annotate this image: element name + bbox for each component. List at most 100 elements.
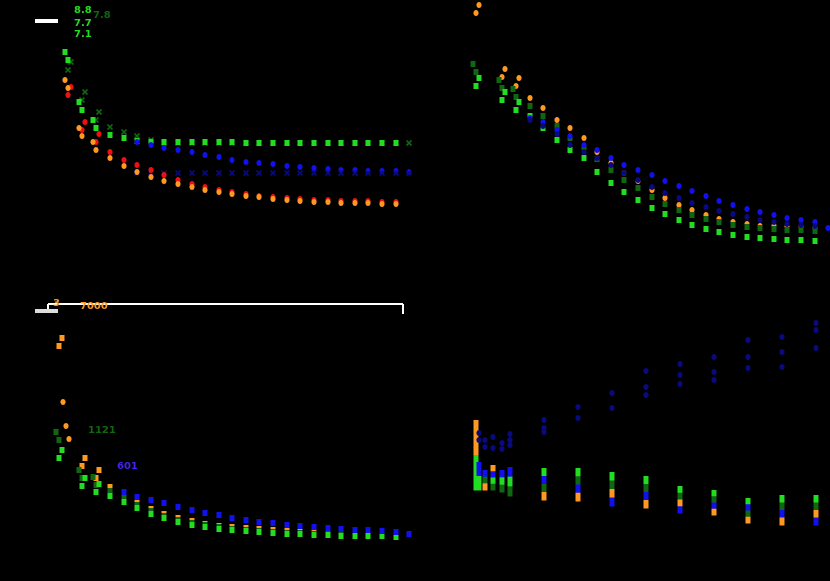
data-point <box>812 223 818 229</box>
data-point <box>575 404 581 410</box>
data-point <box>608 162 614 168</box>
data-point <box>813 345 819 351</box>
data-point <box>284 163 290 169</box>
data-column <box>541 417 547 501</box>
data-point-stack <box>490 483 496 491</box>
data-point <box>269 169 277 177</box>
data-point-stack <box>813 502 819 511</box>
data-point <box>311 199 317 205</box>
data-point <box>490 434 496 440</box>
data-point <box>134 162 140 168</box>
data-point <box>134 494 140 500</box>
data-point <box>554 117 560 123</box>
data-point-stack <box>745 498 751 505</box>
data-point <box>393 140 399 146</box>
data-point <box>703 193 709 199</box>
data-point <box>609 405 615 411</box>
data-point <box>202 524 208 530</box>
value-label: 7000 <box>80 301 108 312</box>
data-point <box>379 201 385 207</box>
data-point <box>202 139 208 145</box>
data-point <box>216 512 222 518</box>
data-point-stack <box>643 476 649 485</box>
data-point <box>513 94 519 100</box>
data-point <box>65 92 71 98</box>
data-point <box>643 368 649 374</box>
data-point <box>554 131 560 137</box>
data-point <box>662 195 668 201</box>
data-point <box>96 481 102 487</box>
data-point <box>567 142 573 148</box>
data-column <box>609 390 615 507</box>
data-point <box>161 500 167 506</box>
data-point <box>643 392 649 398</box>
data-point-stack <box>677 506 683 514</box>
data-point <box>406 531 412 537</box>
data-point-stack <box>541 476 547 485</box>
value-label: 8.8 <box>74 5 92 16</box>
data-point-stack <box>473 455 479 491</box>
data-point <box>325 525 331 531</box>
data-point <box>79 107 85 113</box>
data-point <box>502 89 508 95</box>
data-point-stack <box>476 476 482 491</box>
data-point <box>554 137 560 143</box>
data-point <box>527 95 533 101</box>
data-point <box>352 200 358 206</box>
data-point <box>189 149 195 155</box>
legend-swatch <box>35 19 58 23</box>
data-point <box>567 133 573 139</box>
data-point <box>527 117 533 123</box>
data-point <box>676 195 682 201</box>
data-point-stack <box>490 477 496 485</box>
data-point <box>189 184 195 190</box>
data-point <box>496 77 502 83</box>
data-point <box>256 519 262 525</box>
data-point <box>76 467 82 473</box>
data-column <box>745 337 751 524</box>
data-point <box>311 524 317 530</box>
data-point <box>161 178 167 184</box>
panel-top-right <box>470 2 830 244</box>
data-point <box>643 384 649 390</box>
data-point <box>90 117 96 123</box>
data-point <box>296 169 304 177</box>
value-label: 7.8 <box>93 10 111 21</box>
data-point <box>476 437 482 443</box>
data-point <box>134 505 140 511</box>
data-point <box>256 160 262 166</box>
data-point <box>311 140 317 146</box>
data-point <box>609 390 615 396</box>
data-point <box>53 429 59 435</box>
data-point <box>608 167 614 173</box>
data-point <box>297 140 303 146</box>
data-point <box>378 169 386 177</box>
data-point <box>352 527 358 533</box>
data-point <box>676 207 682 213</box>
data-point <box>175 519 181 525</box>
data-point <box>499 97 505 103</box>
data-point <box>188 169 196 177</box>
data-point <box>106 123 114 131</box>
data-point-stack <box>541 484 547 493</box>
data-point <box>175 147 181 153</box>
data-point <box>575 415 581 421</box>
data-point <box>365 533 371 539</box>
data-point <box>148 497 154 503</box>
data-point <box>813 327 819 333</box>
data-point <box>56 455 62 461</box>
data-point <box>711 369 717 375</box>
data-point <box>82 119 88 125</box>
panel-bottom-right <box>473 320 819 526</box>
data-point <box>338 533 344 539</box>
data-point-stack <box>745 510 751 518</box>
data-point <box>730 202 736 208</box>
data-point <box>297 198 303 204</box>
series-blue <box>121 489 412 537</box>
data-point <box>79 133 85 139</box>
data-point <box>771 219 777 225</box>
data-point-stack <box>507 467 513 478</box>
data-point <box>59 447 65 453</box>
data-point <box>649 205 655 211</box>
data-point-stack <box>507 486 513 497</box>
